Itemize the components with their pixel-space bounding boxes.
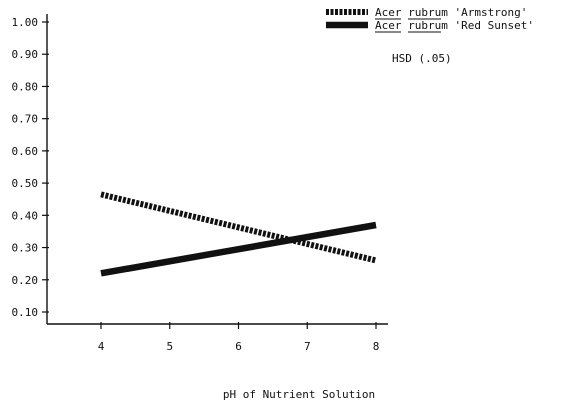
- legend-species-armstrong: rubrum: [408, 6, 448, 19]
- legend-label-armstrong: Acer rubrum 'Armstrong': [375, 6, 527, 19]
- chart-axes: [46, 14, 388, 325]
- legend-cultivar-red-sunset: 'Red Sunset': [455, 19, 534, 32]
- y-tick-label: 0.20: [12, 274, 39, 287]
- legend-species-red-sunset: rubrum: [408, 19, 448, 32]
- legend-label-red-sunset: Acer rubrum 'Red Sunset': [375, 19, 534, 32]
- x-tick-label: 6: [235, 340, 242, 353]
- legend-cultivar-armstrong: 'Armstrong': [455, 6, 528, 19]
- series-line-1: [100, 221, 377, 277]
- legend: Acer rubrum 'Armstrong' Acer rubrum 'Red…: [326, 6, 534, 33]
- y-tick-label: 0.90: [12, 48, 39, 61]
- y-ticks: 0.10 0.20 0.30 0.40 0.50 0.60 0.70 0.80 0.90 1.00: [12, 16, 49, 319]
- x-tick-label: 4: [98, 340, 105, 353]
- y-tick-label: 0.50: [12, 177, 39, 190]
- y-tick-label: 0.70: [12, 113, 39, 126]
- y-tick-label: 0.60: [12, 145, 39, 158]
- y-tick-label: 0.30: [12, 242, 39, 255]
- hsd-annotation: HSD (.05): [392, 52, 452, 65]
- series-line-0: [100, 191, 377, 264]
- x-tick-label: 8: [373, 340, 380, 353]
- y-tick-label: 0.40: [12, 209, 39, 222]
- x-tick-label: 5: [166, 340, 173, 353]
- x-tick-label: 7: [304, 340, 311, 353]
- legend-genus-armstrong: Acer: [375, 6, 402, 19]
- y-tick-label: 1.00: [12, 16, 39, 29]
- series-lines: [100, 191, 377, 277]
- legend-genus-red-sunset: Acer: [375, 19, 402, 32]
- x-ticks: 4 5 6 7 8: [98, 322, 380, 353]
- x-axis-label: pH of Nutrient Solution: [223, 388, 375, 401]
- y-tick-label: 0.80: [12, 80, 39, 93]
- y-tick-label: 0.10: [12, 306, 39, 319]
